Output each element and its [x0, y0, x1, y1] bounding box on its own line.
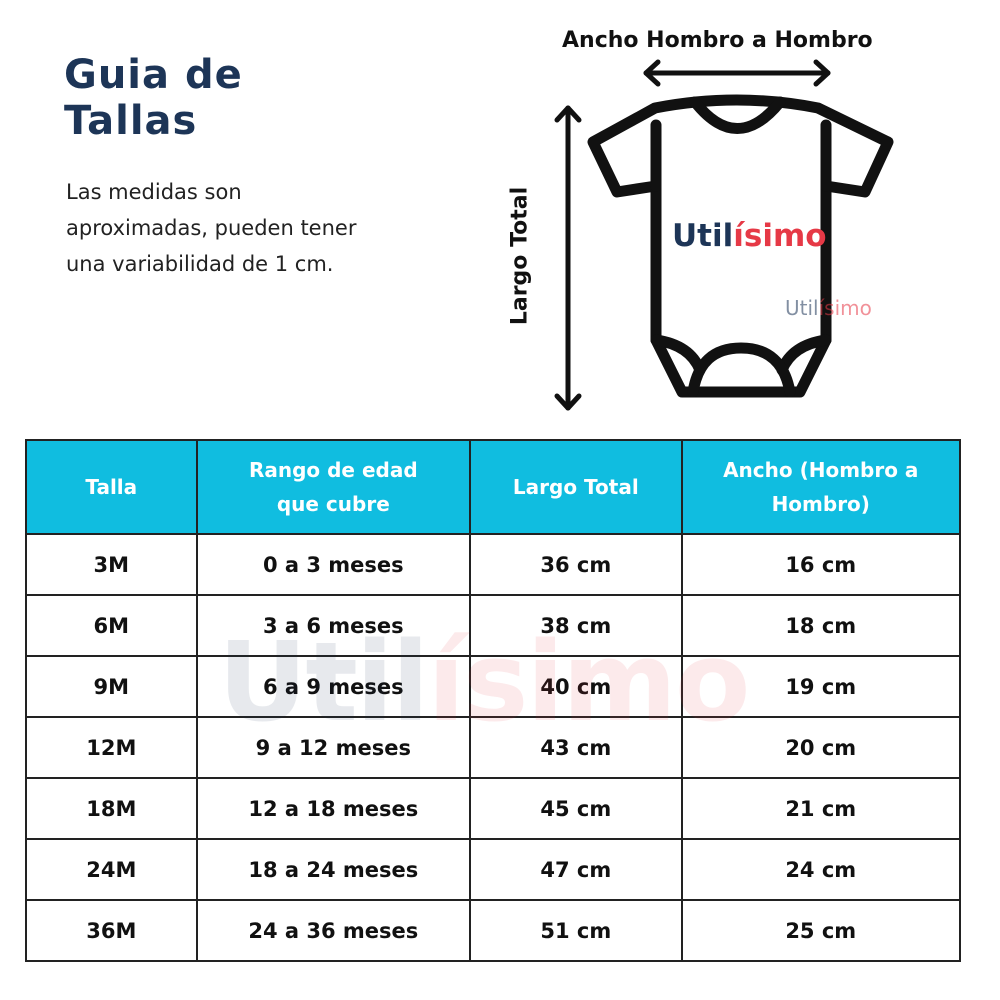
- table-row: 24M 18 a 24 meses 47 cm 24 cm: [25, 838, 962, 901]
- table-row: 6M 3 a 6 meses 38 cm 18 cm: [25, 594, 962, 657]
- cell-rango-edad: 12 a 18 meses: [195, 777, 472, 840]
- onesie-diagram: Utilísimo Utilísimo: [554, 59, 894, 411]
- brand-watermark-small: Utilísimo: [785, 296, 872, 320]
- table-header-row: Talla Rango de edad que cubre Largo Tota…: [25, 439, 962, 535]
- cell-ancho: 16 cm: [680, 533, 962, 596]
- title-line-2: Tallas: [64, 98, 198, 144]
- brand-logo: Utilísimo: [672, 218, 827, 254]
- cell-rango-edad: 6 a 9 meses: [195, 655, 472, 718]
- cell-largo-total: 45 cm: [469, 777, 683, 840]
- cell-largo-total: 38 cm: [469, 594, 683, 657]
- cell-largo-total: 40 cm: [469, 655, 683, 718]
- header-talla: Talla: [25, 439, 198, 535]
- table-row: 36M 24 a 36 meses 51 cm 25 cm: [25, 899, 962, 962]
- width-label: Ancho Hombro a Hombro: [562, 28, 873, 53]
- cell-ancho: 24 cm: [680, 838, 962, 901]
- cell-ancho: 21 cm: [680, 777, 962, 840]
- cell-talla: 24M: [25, 838, 198, 901]
- onesie-icon: [587, 94, 894, 398]
- cell-largo-total: 43 cm: [469, 716, 683, 779]
- table-row: 12M 9 a 12 meses 43 cm 20 cm: [25, 716, 962, 779]
- header-largo-total: Largo Total: [469, 439, 683, 535]
- cell-ancho: 20 cm: [680, 716, 962, 779]
- table-row: 3M 0 a 3 meses 36 cm 16 cm: [25, 533, 962, 596]
- header-rango-edad: Rango de edad que cubre: [195, 439, 472, 535]
- table-row: 9M 6 a 9 meses 40 cm 19 cm: [25, 655, 962, 718]
- cell-ancho: 25 cm: [680, 899, 962, 962]
- cell-largo-total: 51 cm: [469, 899, 683, 962]
- size-table: Talla Rango de edad que cubre Largo Tota…: [25, 439, 962, 962]
- width-arrow-icon: [643, 59, 831, 87]
- cell-rango-edad: 0 a 3 meses: [195, 533, 472, 596]
- cell-ancho: 19 cm: [680, 655, 962, 718]
- length-arrow-icon: [554, 105, 582, 411]
- header-ancho: Ancho (Hombro a Hombro): [680, 439, 962, 535]
- cell-talla: 18M: [25, 777, 198, 840]
- title-line-1: Guia de: [64, 52, 243, 98]
- cell-talla: 3M: [25, 533, 198, 596]
- cell-ancho: 18 cm: [680, 594, 962, 657]
- cell-largo-total: 36 cm: [469, 533, 683, 596]
- cell-rango-edad: 24 a 36 meses: [195, 899, 472, 962]
- cell-largo-total: 47 cm: [469, 838, 683, 901]
- cell-rango-edad: 9 a 12 meses: [195, 716, 472, 779]
- description: Las medidas son aproximadas, pueden tene…: [66, 180, 357, 276]
- cell-rango-edad: 3 a 6 meses: [195, 594, 472, 657]
- cell-talla: 6M: [25, 594, 198, 657]
- table-row: 18M 12 a 18 meses 45 cm 21 cm: [25, 777, 962, 840]
- page-title: Guia de Tallas: [64, 52, 243, 144]
- cell-rango-edad: 18 a 24 meses: [195, 838, 472, 901]
- cell-talla: 12M: [25, 716, 198, 779]
- cell-talla: 9M: [25, 655, 198, 718]
- cell-talla: 36M: [25, 899, 198, 962]
